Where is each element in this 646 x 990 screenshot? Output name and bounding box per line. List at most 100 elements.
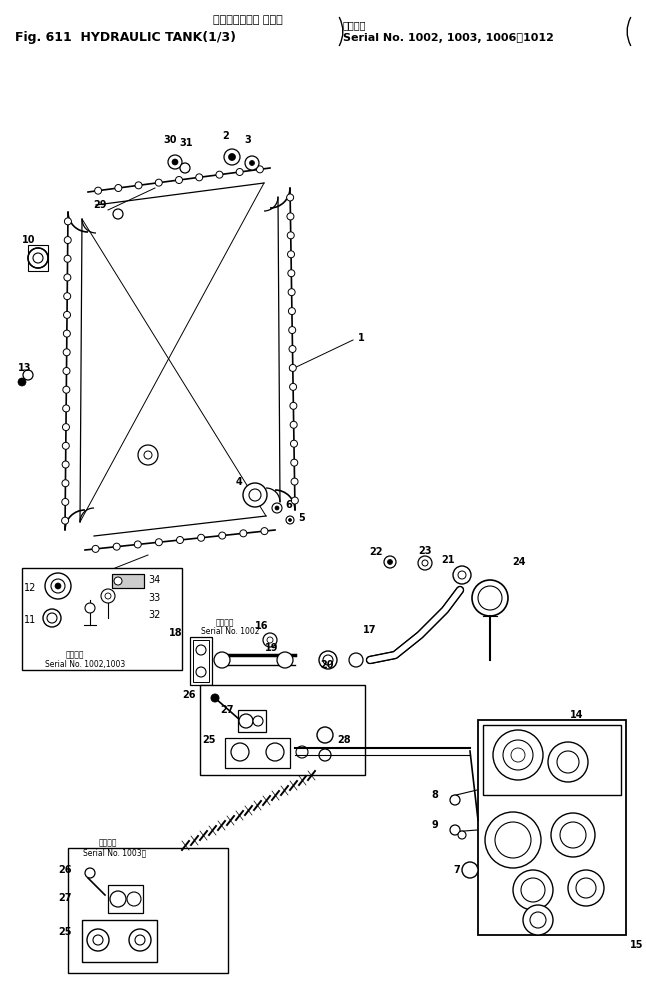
Circle shape: [450, 795, 460, 805]
Circle shape: [422, 560, 428, 566]
Circle shape: [45, 573, 71, 599]
Circle shape: [261, 528, 268, 535]
Circle shape: [291, 441, 297, 447]
Text: Serial No. 1002,1003: Serial No. 1002,1003: [45, 659, 125, 668]
Circle shape: [168, 155, 182, 169]
Circle shape: [101, 589, 115, 603]
Circle shape: [127, 892, 141, 906]
Circle shape: [291, 478, 298, 485]
Circle shape: [266, 743, 284, 761]
Text: 30: 30: [163, 135, 177, 145]
Circle shape: [63, 405, 70, 412]
Circle shape: [224, 149, 240, 165]
Circle shape: [129, 929, 151, 951]
Bar: [22, 568, 182, 670]
Circle shape: [110, 891, 126, 907]
Bar: [225, 738, 290, 768]
Text: 4: 4: [235, 477, 242, 487]
Circle shape: [28, 248, 48, 268]
Circle shape: [236, 168, 243, 175]
Circle shape: [521, 878, 545, 902]
Bar: [193, 640, 209, 682]
Text: 18: 18: [169, 628, 183, 638]
Circle shape: [256, 166, 264, 173]
Circle shape: [495, 822, 531, 858]
Text: 26: 26: [183, 690, 196, 700]
Text: 適用号機: 適用号機: [99, 839, 118, 847]
Text: 31: 31: [179, 138, 193, 148]
Text: 21: 21: [441, 555, 455, 565]
Circle shape: [289, 327, 296, 334]
Circle shape: [523, 905, 553, 935]
Text: 14: 14: [570, 710, 583, 720]
Text: 2: 2: [223, 131, 229, 141]
Circle shape: [245, 156, 259, 170]
Circle shape: [196, 667, 206, 677]
Circle shape: [513, 870, 553, 910]
Circle shape: [289, 346, 296, 352]
Circle shape: [576, 878, 596, 898]
Text: ハイドロリック タンク: ハイドロリック タンク: [213, 15, 283, 25]
Bar: [478, 720, 626, 935]
Circle shape: [287, 213, 294, 220]
Circle shape: [568, 870, 604, 906]
Text: 23: 23: [418, 546, 432, 556]
Circle shape: [249, 160, 255, 165]
Text: 29: 29: [93, 200, 107, 210]
Circle shape: [462, 862, 478, 878]
Circle shape: [62, 498, 68, 506]
Circle shape: [61, 517, 68, 524]
Circle shape: [458, 831, 466, 839]
Circle shape: [560, 822, 586, 848]
Circle shape: [180, 163, 190, 173]
Circle shape: [216, 171, 223, 178]
Text: Serial No. 1002, 1003, 1006～1012: Serial No. 1002, 1003, 1006～1012: [343, 33, 554, 43]
Circle shape: [287, 194, 294, 201]
Text: 16: 16: [255, 621, 269, 631]
Circle shape: [272, 503, 282, 513]
Circle shape: [287, 250, 295, 257]
Circle shape: [43, 609, 61, 627]
Circle shape: [138, 445, 158, 465]
Circle shape: [290, 422, 297, 429]
Circle shape: [453, 566, 471, 584]
Circle shape: [288, 308, 295, 315]
Text: 3: 3: [245, 135, 251, 145]
Bar: [108, 885, 143, 913]
Circle shape: [289, 364, 297, 371]
Circle shape: [211, 694, 219, 702]
Circle shape: [229, 153, 236, 160]
Circle shape: [493, 730, 543, 780]
Circle shape: [64, 255, 71, 262]
Circle shape: [418, 556, 432, 570]
Bar: [238, 710, 266, 732]
Bar: [190, 637, 212, 685]
Text: 34: 34: [148, 575, 160, 585]
Circle shape: [172, 159, 178, 165]
Circle shape: [450, 825, 460, 835]
Text: 27: 27: [220, 705, 234, 715]
Circle shape: [144, 451, 152, 459]
Circle shape: [288, 289, 295, 296]
Text: 24: 24: [512, 557, 525, 567]
Circle shape: [64, 274, 71, 281]
Circle shape: [458, 571, 466, 579]
Circle shape: [253, 716, 263, 726]
Text: 適用号機: 適用号機: [216, 619, 234, 628]
Text: 12: 12: [24, 583, 36, 593]
Circle shape: [219, 532, 225, 540]
Circle shape: [291, 497, 298, 504]
Text: 25: 25: [202, 735, 216, 745]
Text: 15: 15: [630, 940, 643, 950]
Circle shape: [85, 868, 95, 878]
Circle shape: [288, 269, 295, 277]
Bar: [82, 920, 157, 962]
Circle shape: [176, 176, 183, 183]
Circle shape: [51, 579, 65, 593]
Circle shape: [530, 912, 546, 928]
Circle shape: [92, 545, 99, 552]
Circle shape: [243, 483, 267, 507]
Bar: [112, 574, 144, 588]
Circle shape: [290, 402, 297, 409]
Text: 10: 10: [22, 235, 36, 245]
